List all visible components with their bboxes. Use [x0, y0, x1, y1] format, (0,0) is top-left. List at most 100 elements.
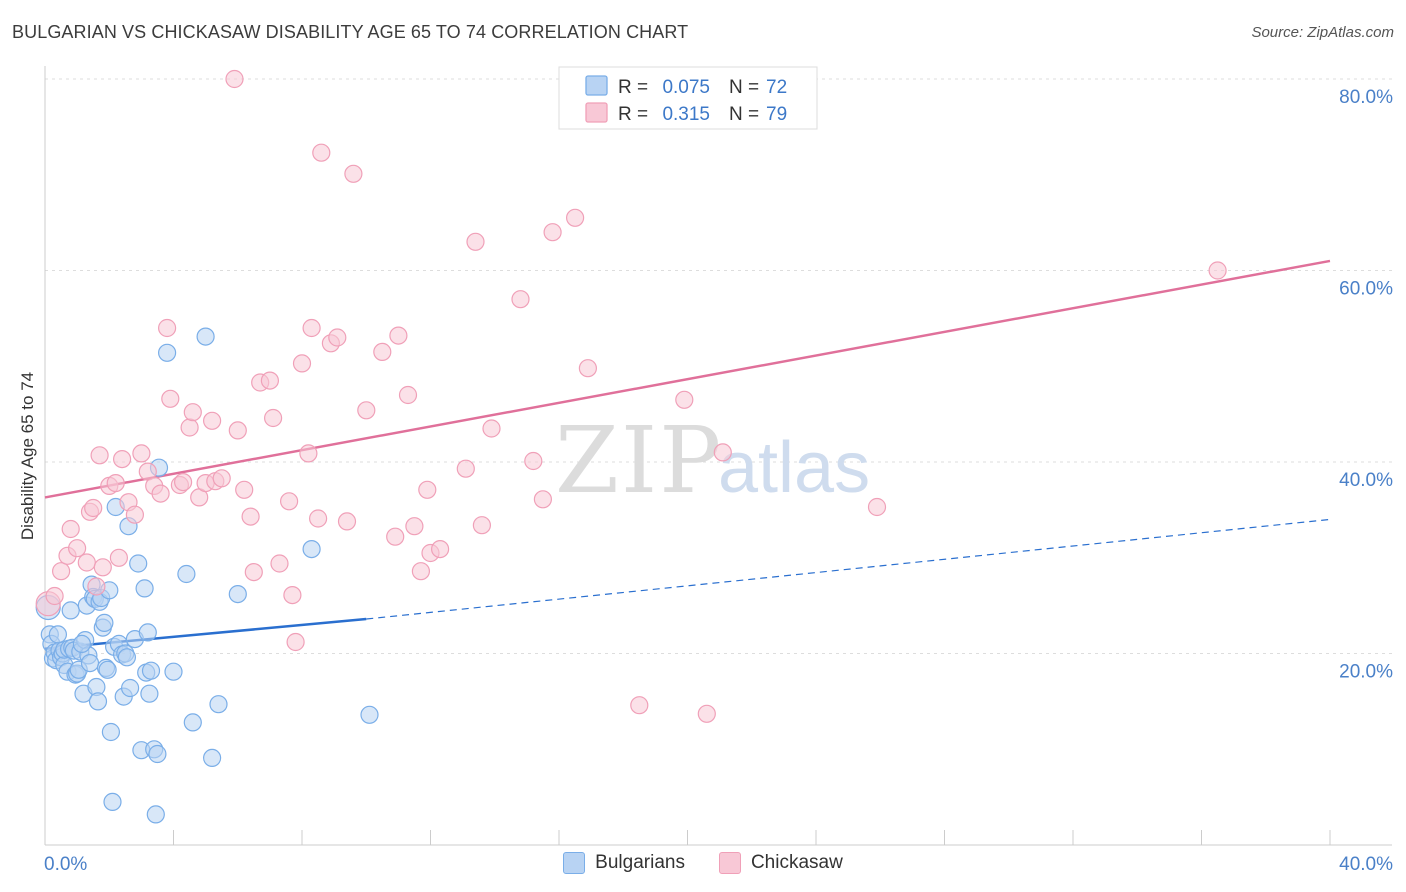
chickasaw-point — [244, 562, 263, 582]
trend-lines — [44, 259, 1331, 650]
bulgarians-point — [148, 744, 167, 764]
chickasaw-point — [713, 443, 732, 462]
chickasaw-point — [280, 492, 299, 511]
legend-swatch-1 — [585, 102, 608, 123]
bulgarians-point — [228, 584, 247, 604]
chickasaw-point — [472, 516, 491, 535]
bulgarians-point — [302, 539, 321, 559]
chickasaw-point — [228, 421, 247, 440]
chickasaw-point — [241, 507, 260, 526]
chickasaw-point — [309, 509, 328, 528]
chickasaw-point — [270, 554, 289, 573]
bulgarians-point — [129, 554, 148, 573]
chickasaw-point — [84, 498, 103, 518]
bulgarians-trend-solid — [44, 617, 367, 650]
chickasaw-point — [203, 411, 222, 430]
legend-item-chickasaw[interactable]: Chickasaw — [718, 852, 843, 874]
chickasaw-point — [180, 418, 199, 437]
chickasaw-point — [511, 290, 530, 309]
chickasaw-point — [418, 480, 437, 499]
bulgarians-point — [61, 601, 80, 620]
chickasaw-point — [51, 562, 71, 581]
legend-n-value-0: 72 — [766, 77, 787, 98]
x-tick-label-min: 0.0% — [44, 854, 87, 875]
data-points — [35, 69, 1227, 824]
chickasaw-point — [630, 696, 649, 715]
chickasaw-point — [328, 328, 347, 347]
legend-n-label-1: N = — [729, 104, 759, 125]
x-tick-labels: 0.0% 40.0% — [44, 854, 1393, 875]
chickasaw-swatch — [718, 852, 741, 874]
bulgarians-point — [146, 805, 165, 824]
bulgarians-trend-dashed — [366, 518, 1331, 620]
bottom-legend: Bulgarians Chickasaw — [0, 852, 1406, 874]
chickasaw-point — [67, 539, 87, 558]
chickasaw-point — [225, 69, 244, 89]
chickasaw-point — [292, 354, 312, 373]
watermark-zip: ZIP — [555, 407, 723, 514]
chickasaw-point — [524, 451, 543, 471]
chickasaw-point — [411, 562, 430, 581]
chickasaw-point — [344, 164, 363, 183]
bulgarians-point — [140, 684, 159, 703]
chickasaw-point — [357, 401, 376, 420]
chickasaw-point — [533, 490, 553, 509]
bulgarians-point — [101, 722, 121, 742]
bulgarians-point — [203, 748, 222, 768]
chickasaw-point — [161, 389, 180, 408]
chickasaw-point — [132, 444, 151, 463]
chickasaw-point — [543, 223, 562, 242]
watermark: ZIP atlas — [555, 407, 870, 514]
legend-n-value-1: 79 — [766, 104, 787, 125]
bulgarians-point — [177, 564, 196, 584]
chickasaw-point — [578, 359, 598, 378]
y-tick-labels: 20.0% 40.0% 60.0% 80.0% — [1339, 87, 1393, 683]
chickasaw-point — [867, 497, 887, 517]
legend-item-bulgarians[interactable]: Bulgarians — [563, 852, 685, 874]
chickasaw-point — [183, 403, 202, 422]
bulgarians-point — [88, 692, 108, 711]
bulgarians-point — [141, 661, 161, 680]
bulgarians-point — [121, 678, 140, 698]
chickasaw-point — [405, 517, 424, 536]
chickasaw-point — [373, 342, 392, 361]
chickasaw-point — [264, 408, 283, 428]
source-label: Source: ZipAtlas.com — [1251, 24, 1394, 41]
bulgarians-point — [98, 660, 117, 679]
legend-r-label-0: R = — [618, 77, 648, 98]
watermark-atlas: atlas — [718, 428, 870, 508]
bulgarians-point — [135, 579, 154, 598]
legend-box: R = 0.075 N = 72 R = 0.315 N = 79 — [558, 66, 818, 130]
chickasaw-point — [466, 232, 485, 251]
bulgarians-point — [196, 327, 215, 346]
x-tick-label-max: 40.0% — [1339, 854, 1393, 875]
bulgarians-point — [80, 653, 100, 673]
chickasaw-point — [337, 512, 357, 531]
chickasaw-label: Chickasaw — [750, 852, 843, 873]
chickasaw-point — [151, 484, 170, 503]
chickasaw-point — [90, 446, 109, 465]
chickasaw-point — [431, 539, 450, 559]
chickasaw-point — [260, 371, 279, 390]
y-tick-label-60: 60.0% — [1339, 279, 1393, 300]
legend-swatch-0 — [585, 75, 608, 96]
chickasaw-point — [697, 704, 716, 723]
chickasaw-point — [386, 527, 405, 546]
legend-r-value-0: 0.075 — [662, 77, 710, 98]
chickasaw-point — [389, 326, 408, 345]
chickasaw-point — [675, 390, 694, 409]
legend-r-value-1: 0.315 — [662, 104, 710, 125]
bulgarians-point — [103, 792, 122, 812]
chart-title: BULGARIAN VS CHICKASAW DISABILITY AGE 65… — [12, 22, 689, 42]
chickasaw-point — [158, 318, 177, 338]
chickasaw-point — [565, 208, 585, 227]
grid-lines — [45, 78, 1392, 654]
bulgarians-point — [117, 648, 137, 667]
y-tick-label-80: 80.0% — [1339, 87, 1393, 108]
legend-n-label-0: N = — [729, 77, 759, 98]
chickasaw-point — [125, 505, 144, 524]
chickasaw-point — [312, 143, 331, 162]
bulgarians-swatch — [563, 852, 586, 874]
chickasaw-point — [109, 548, 129, 567]
